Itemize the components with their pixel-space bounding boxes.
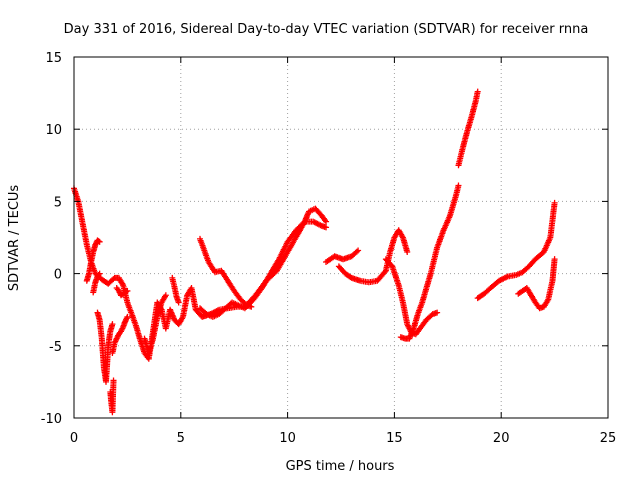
series-arc-15 xyxy=(397,182,462,342)
x-axis-label: GPS time / hours xyxy=(286,459,395,474)
y-tick-label: 5 xyxy=(54,195,62,210)
plus-markers xyxy=(397,182,462,342)
y-tick-label: 0 xyxy=(54,268,62,283)
plus-markers xyxy=(455,88,481,169)
series-arc-18 xyxy=(515,256,558,312)
plus-markers xyxy=(94,309,116,385)
series-arc-8 xyxy=(141,292,169,356)
y-axis-label: SDTVAR / TECUs xyxy=(7,185,22,292)
grid-lines xyxy=(74,57,608,418)
plus-markers xyxy=(169,274,182,306)
x-tick-label: 15 xyxy=(386,431,403,446)
series-arc-7 xyxy=(113,285,131,299)
plus-markers xyxy=(109,313,131,356)
series-arc-10 xyxy=(197,235,255,310)
series-arc-11 xyxy=(197,218,330,320)
plot-frame xyxy=(73,56,609,419)
series-arc-2 xyxy=(83,237,103,284)
axis-ticks: 0 5 10 15 20 25 -10 -5 0 5 10 15 xyxy=(41,51,617,446)
plus-markers xyxy=(141,292,169,356)
plus-markers xyxy=(515,256,558,312)
x-tick-label: 25 xyxy=(600,431,617,446)
x-tick-label: 0 xyxy=(70,431,78,446)
y-tick-label: -5 xyxy=(49,340,62,355)
data-marks xyxy=(71,88,558,416)
y-tick-label: -10 xyxy=(41,412,62,427)
x-tick-label: 5 xyxy=(177,431,185,446)
y-tick-label: 15 xyxy=(45,51,62,66)
series-arc-5 xyxy=(107,377,117,416)
plus-markers xyxy=(323,247,362,265)
series-arc-16 xyxy=(455,88,481,169)
x-tick-label: 20 xyxy=(493,431,510,446)
plus-markers xyxy=(197,235,255,310)
plus-markers xyxy=(113,285,131,299)
plus-markers xyxy=(474,199,558,302)
chart-title: Day 331 of 2016, Sidereal Day-to-day VTE… xyxy=(64,22,589,37)
series-arc-4 xyxy=(94,309,116,385)
series-arc-9 xyxy=(169,274,182,306)
plus-markers xyxy=(83,237,103,284)
series-arc-12 xyxy=(323,247,362,265)
series-arc-6 xyxy=(109,313,131,356)
x-tick-label: 10 xyxy=(279,431,296,446)
plus-markers xyxy=(107,377,117,416)
plus-markers xyxy=(90,270,103,296)
y-tick-label: 10 xyxy=(45,123,62,138)
series-arc-3 xyxy=(90,270,103,296)
series-arc-17 xyxy=(474,199,558,302)
plus-markers xyxy=(197,218,330,320)
